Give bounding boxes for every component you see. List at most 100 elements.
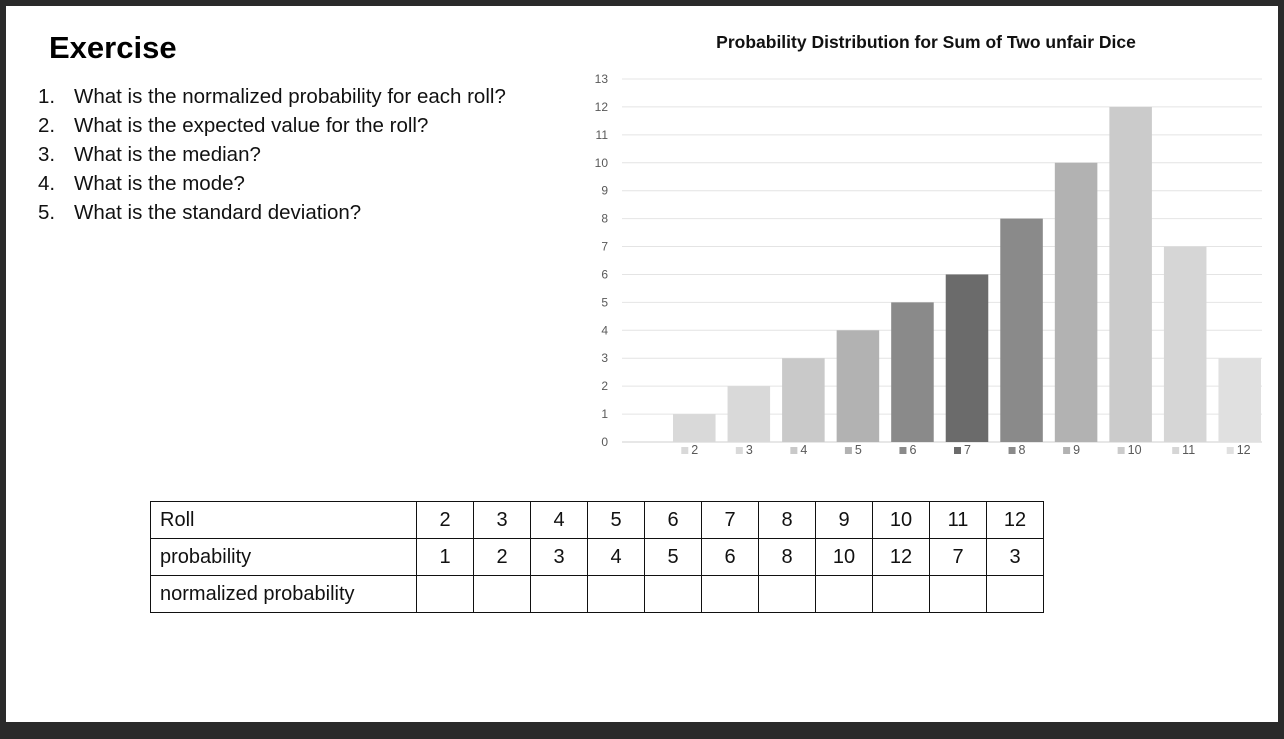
table-cell (815, 575, 873, 613)
bar (945, 274, 989, 442)
table-cell: 3 (473, 501, 531, 539)
table-cell (986, 575, 1044, 613)
y-tick-label: 11 (596, 128, 609, 142)
bar (1218, 358, 1261, 442)
row-label: normalized probability (150, 575, 417, 613)
question-number: 4. (38, 172, 56, 195)
legend-swatch (681, 447, 689, 454)
bar (836, 330, 880, 442)
table-cell: 8 (758, 538, 816, 576)
question-text: What is the expected value for the roll? (74, 114, 429, 137)
table-cell: 7 (701, 501, 759, 539)
y-tick-label: 4 (601, 323, 608, 337)
table-cell (587, 575, 645, 613)
y-tick-label: 8 (601, 212, 608, 226)
table-cell: 10 (872, 501, 930, 539)
y-tick-label: 10 (595, 156, 609, 170)
y-tick-label: 0 (601, 435, 608, 449)
y-tick-label: 1 (601, 407, 608, 421)
legend-label: 2 (691, 443, 698, 457)
y-tick-label: 5 (601, 295, 608, 309)
question-number: 2. (38, 114, 56, 137)
table-cell: 12 (872, 538, 930, 576)
question-text: What is the mode? (74, 172, 245, 195)
table-cell (929, 575, 987, 613)
chart-title: Probability Distribution for Sum of Two … (716, 32, 1136, 52)
legend-swatch (790, 447, 798, 454)
legend-swatch (1226, 447, 1234, 454)
table-row: Roll 2 3 4 5 6 7 8 9 10 11 12 (150, 501, 1044, 539)
legend-swatch (844, 447, 852, 454)
question-item: 3. What is the median? (38, 140, 506, 169)
legend-label: 7 (964, 443, 971, 457)
y-tick-label: 6 (601, 267, 608, 281)
table-cell: 12 (986, 501, 1044, 539)
y-tick-label: 12 (595, 100, 609, 114)
bar (891, 302, 934, 442)
question-text: What is the median? (74, 143, 261, 166)
legend-label: 12 (1237, 443, 1251, 457)
legend-label: 8 (1019, 443, 1026, 457)
table-cell: 10 (815, 538, 873, 576)
table-cell: 6 (644, 501, 702, 539)
table-cell: 4 (587, 538, 645, 576)
legend-label: 3 (746, 443, 753, 457)
table-cell (530, 575, 588, 613)
table-cell: 4 (530, 501, 588, 539)
bar (1000, 218, 1043, 442)
legend-swatch (1172, 447, 1180, 454)
table-cell: 5 (644, 538, 702, 576)
y-tick-label: 13 (595, 72, 609, 86)
probability-table: Roll 2 3 4 5 6 7 8 9 10 11 12 probability 1 2 3 4 5 6 8 10 12… (150, 501, 1044, 613)
legend-swatch (954, 447, 961, 454)
table-cell: 2 (473, 538, 531, 576)
table-cell: 7 (929, 538, 987, 576)
legend-swatch (1117, 447, 1125, 454)
table-cell (758, 575, 816, 613)
bar (1163, 246, 1207, 442)
bar (1054, 162, 1098, 442)
table-cell: 6 (701, 538, 759, 576)
table-cell: 1 (416, 538, 474, 576)
table-cell (416, 575, 474, 613)
legend-label: 11 (1182, 443, 1195, 457)
table-cell: 11 (929, 501, 987, 539)
table-cell: 2 (416, 501, 474, 539)
y-tick-label: 9 (601, 184, 608, 198)
table-cell: 5 (587, 501, 645, 539)
legend-label: 6 (909, 443, 916, 457)
table-cell (644, 575, 702, 613)
table-cell: 3 (530, 538, 588, 576)
legend-label: 9 (1073, 443, 1080, 457)
table-cell: 9 (815, 501, 873, 539)
legend-swatch (899, 447, 907, 454)
legend-label: 5 (855, 443, 862, 457)
bar (782, 358, 825, 442)
legend-label: 4 (800, 443, 807, 457)
table-cell: 8 (758, 501, 816, 539)
legend-swatch (1063, 447, 1071, 454)
legend-swatch (1008, 447, 1016, 454)
table-cell: 3 (986, 538, 1044, 576)
question-item: 1. What is the normalized probability for… (38, 82, 506, 111)
y-tick-label: 7 (601, 240, 608, 254)
question-item: 4. What is the mode? (38, 169, 506, 198)
table-cell (701, 575, 759, 613)
row-label: Roll (150, 501, 417, 539)
question-item: 5. What is the standard deviation? (38, 198, 506, 227)
bar (1109, 106, 1152, 442)
row-label: probability (150, 538, 417, 576)
table-cell (872, 575, 930, 613)
question-list: 1. What is the normalized probability for… (38, 82, 506, 227)
legend-swatch (735, 447, 743, 454)
question-text: What is the standard deviation? (74, 201, 362, 224)
legend-label: 10 (1128, 443, 1142, 457)
bar (673, 414, 716, 442)
question-text: What is the normalized probability for e… (74, 85, 506, 108)
table-cell (473, 575, 531, 613)
question-number: 1. (38, 85, 56, 108)
y-tick-label: 2 (601, 379, 608, 393)
page-title: Exercise (49, 30, 177, 65)
table-row: normalized probability (150, 575, 1044, 613)
